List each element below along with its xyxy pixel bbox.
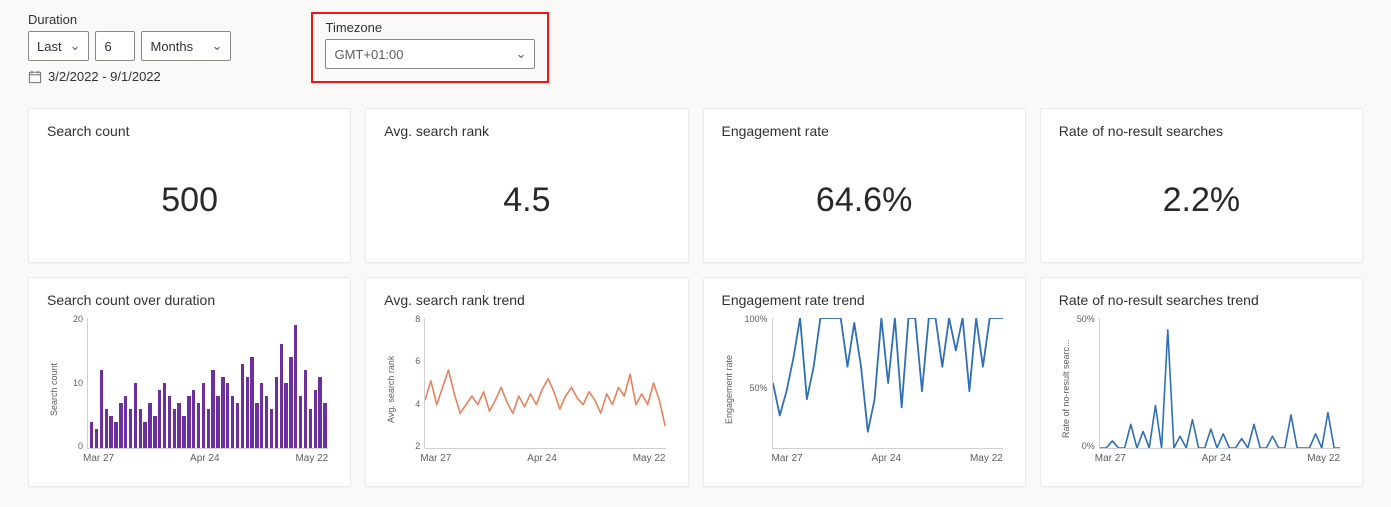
chevron-down-icon: ⌄: [70, 38, 81, 54]
kpi-value: 500: [47, 181, 332, 220]
chart-card-no-result: Rate of no-result searches trend Rate of…: [1040, 277, 1363, 487]
chart-card-engagement: Engagement rate trend Engagement rate 10…: [703, 277, 1026, 487]
y-ticks: 100%50%: [736, 314, 768, 451]
chart-card-search-count: Search count over duration Search count …: [28, 277, 351, 487]
date-range-row: 3/2/2022 - 9/1/2022: [28, 69, 261, 84]
line-plot: 100%50%: [736, 314, 1007, 451]
kpi-card-avg-rank: Avg. search rank 4.5: [365, 108, 688, 263]
date-range-text: 3/2/2022 - 9/1/2022: [48, 69, 161, 84]
duration-relative-select[interactable]: Last ⌄: [28, 31, 89, 61]
kpi-card-search-count: Search count 500: [28, 108, 351, 263]
line-svg: [1100, 318, 1340, 448]
chevron-down-icon: ⌄: [212, 38, 223, 54]
kpi-value: 2.2%: [1059, 181, 1344, 220]
line-plot: 8642: [398, 314, 669, 451]
kpi-title: Rate of no-result searches: [1059, 123, 1344, 139]
kpi-title: Engagement rate: [722, 123, 1007, 139]
duration-unit-value: Months: [150, 39, 193, 54]
line-svg: [425, 318, 665, 448]
timezone-select[interactable]: GMT+01:00 ⌄: [325, 39, 535, 69]
calendar-icon: [28, 70, 42, 84]
kpi-title: Avg. search rank: [384, 123, 669, 139]
line-plot: 50%0%: [1073, 314, 1344, 451]
kpi-value: 64.6%: [722, 181, 1007, 220]
duration-count-input[interactable]: [95, 31, 135, 61]
kpi-value: 4.5: [384, 181, 669, 220]
chevron-down-icon: ⌄: [516, 46, 527, 62]
chart-card-avg-rank: Avg. search rank trend Avg. search rank …: [365, 277, 688, 487]
kpi-card-no-result: Rate of no-result searches 2.2%: [1040, 108, 1363, 263]
duration-unit-select[interactable]: Months ⌄: [141, 31, 231, 61]
y-ticks: 20100: [61, 314, 83, 451]
timezone-highlight-box: Timezone GMT+01:00 ⌄: [311, 12, 549, 83]
duration-relative-value: Last: [37, 39, 62, 54]
x-ticks: Mar 27Apr 24May 22: [61, 451, 332, 464]
kpi-grid: Search count 500 Avg. search rank 4.5 En…: [28, 108, 1363, 487]
duration-label: Duration: [28, 12, 231, 27]
x-ticks: Mar 27Apr 24May 22: [1073, 451, 1344, 464]
y-axis-label: Avg. search rank: [384, 314, 398, 464]
line-svg: [773, 318, 1003, 448]
dashboard-page: Duration Last ⌄ Months ⌄ 3/2/2022 - 9/1/…: [0, 0, 1391, 507]
kpi-title: Search count: [47, 123, 332, 139]
y-ticks: 50%0%: [1073, 314, 1095, 451]
duration-group: Duration Last ⌄ Months ⌄ 3/2/2022 - 9/1/…: [28, 12, 261, 84]
kpi-card-engagement: Engagement rate 64.6%: [703, 108, 1026, 263]
x-ticks: Mar 27Apr 24May 22: [736, 451, 1007, 464]
y-ticks: 8642: [398, 314, 420, 451]
y-axis-label: Engagement rate: [722, 314, 736, 464]
filter-controls: Duration Last ⌄ Months ⌄ 3/2/2022 - 9/1/…: [28, 12, 1363, 84]
chart-title: Avg. search rank trend: [384, 292, 669, 308]
timezone-value: GMT+01:00: [334, 47, 403, 62]
timezone-label: Timezone: [325, 20, 535, 35]
chart-title: Engagement rate trend: [722, 292, 1007, 308]
chart-title: Search count over duration: [47, 292, 332, 308]
chart-title: Rate of no-result searches trend: [1059, 292, 1344, 308]
y-axis-label: Rate of no-result searc...: [1059, 314, 1073, 464]
bar-plot: 20100: [61, 314, 332, 451]
x-ticks: Mar 27Apr 24May 22: [398, 451, 669, 464]
y-axis-label: Search count: [47, 314, 61, 464]
